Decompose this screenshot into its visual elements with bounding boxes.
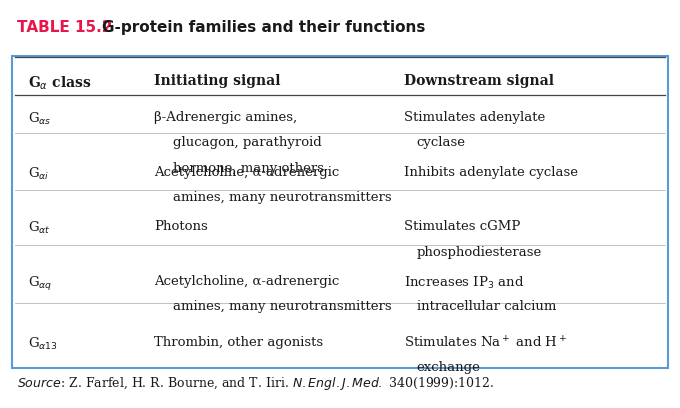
Text: Thrombin, other agonists: Thrombin, other agonists [154, 336, 323, 349]
Text: Acetylcholine, α-adrenergic: Acetylcholine, α-adrenergic [154, 275, 339, 288]
Text: intracellular calcium: intracellular calcium [417, 300, 556, 313]
Text: $\it{Source}$: Z. Farfel, H. R. Bourne, and T. Iiri. $\it{N. Engl. J. Med.}$ 340: $\it{Source}$: Z. Farfel, H. R. Bourne, … [17, 375, 494, 392]
Text: phosphodiesterase: phosphodiesterase [417, 246, 542, 259]
Text: TABLE 15.2: TABLE 15.2 [17, 20, 112, 35]
Text: Stimulates cGMP: Stimulates cGMP [405, 220, 521, 233]
Text: Photons: Photons [154, 220, 207, 233]
Text: Increases IP$_3$ and: Increases IP$_3$ and [405, 275, 524, 291]
Text: Inhibits adenylate cyclase: Inhibits adenylate cyclase [405, 166, 578, 179]
Text: Stimulates Na$^+$ and H$^+$: Stimulates Na$^+$ and H$^+$ [405, 336, 567, 351]
Text: Downstream signal: Downstream signal [405, 74, 554, 88]
Text: G$_\alpha$ class: G$_\alpha$ class [29, 74, 92, 92]
Text: Acetylcholine, α-adrenergic: Acetylcholine, α-adrenergic [154, 166, 339, 179]
Text: exchange: exchange [417, 361, 480, 374]
Text: Initiating signal: Initiating signal [154, 74, 280, 88]
Text: amines, many neurotransmitters: amines, many neurotransmitters [173, 191, 392, 204]
Text: G-protein families and their functions: G-protein families and their functions [101, 20, 425, 35]
Text: G$_{\alpha 13}$: G$_{\alpha 13}$ [29, 336, 58, 352]
Text: G$_{\alpha i}$: G$_{\alpha i}$ [29, 166, 50, 182]
Text: G$_{\alpha q}$: G$_{\alpha q}$ [29, 275, 53, 293]
Text: Stimulates adenylate: Stimulates adenylate [405, 111, 545, 124]
Text: G$_{\alpha s}$: G$_{\alpha s}$ [29, 111, 52, 127]
Text: glucagon, parathyroid: glucagon, parathyroid [173, 136, 322, 149]
Text: hormone, many others: hormone, many others [173, 162, 324, 175]
Text: cyclase: cyclase [417, 136, 466, 149]
FancyBboxPatch shape [12, 56, 668, 368]
Text: G$_{\alpha t}$: G$_{\alpha t}$ [29, 220, 51, 236]
Text: β-Adrenergic amines,: β-Adrenergic amines, [154, 111, 297, 124]
Text: amines, many neurotransmitters: amines, many neurotransmitters [173, 300, 392, 313]
